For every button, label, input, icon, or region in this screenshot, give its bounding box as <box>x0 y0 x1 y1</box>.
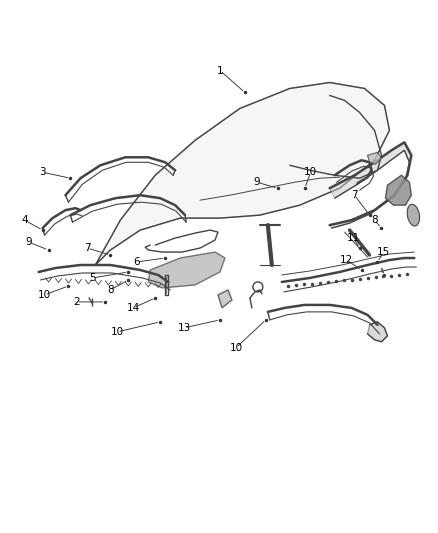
Text: 8: 8 <box>371 215 378 225</box>
Polygon shape <box>330 142 411 228</box>
Text: 15: 15 <box>377 247 390 257</box>
Polygon shape <box>385 175 411 205</box>
Text: 10: 10 <box>38 290 51 300</box>
Polygon shape <box>367 152 381 164</box>
Text: 10: 10 <box>111 327 124 337</box>
Text: 7: 7 <box>351 190 358 200</box>
Text: 8: 8 <box>107 285 113 295</box>
Polygon shape <box>218 290 232 308</box>
Text: 4: 4 <box>21 215 28 225</box>
Text: 11: 11 <box>347 233 360 243</box>
Text: 7: 7 <box>84 243 91 253</box>
Text: 6: 6 <box>133 257 140 267</box>
Text: 9: 9 <box>25 237 32 247</box>
Polygon shape <box>95 83 389 265</box>
Text: 13: 13 <box>177 323 191 333</box>
Polygon shape <box>367 322 388 342</box>
Text: 10: 10 <box>304 167 317 177</box>
Text: 9: 9 <box>254 177 260 187</box>
Text: 2: 2 <box>73 297 80 307</box>
Text: 14: 14 <box>127 303 140 313</box>
Text: 1: 1 <box>217 66 223 76</box>
Ellipse shape <box>407 204 420 226</box>
Text: 3: 3 <box>39 167 46 177</box>
Text: 12: 12 <box>340 255 353 265</box>
Text: 5: 5 <box>89 273 96 283</box>
Text: 10: 10 <box>230 343 243 353</box>
Polygon shape <box>148 252 225 288</box>
